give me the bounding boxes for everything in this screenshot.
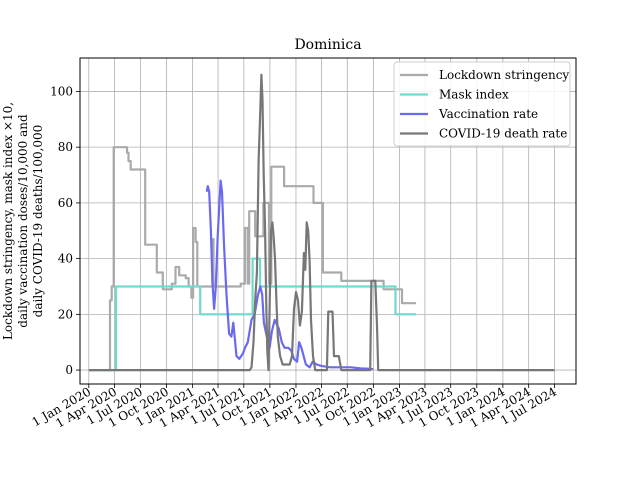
y-tick-label: 40 — [58, 252, 73, 266]
series-layer — [88, 73, 555, 372]
y-tick-label: 60 — [58, 196, 73, 210]
legend: Lockdown stringency Mask index Vaccination… — [393, 61, 571, 147]
legend-label-lockdown-stringency: Lockdown stringency — [439, 68, 569, 82]
legend-label-covid-19-death-rate: COVID-19 death rate — [439, 127, 567, 141]
series-line-covid-19-death-rate — [88, 73, 555, 372]
y-tick-label: 100 — [50, 84, 73, 98]
legend-label-mask-index: Mask index — [439, 88, 509, 102]
y-axis-label: Lockdown stringency, mask index ×10, dai… — [1, 102, 45, 340]
y-tick-label: 20 — [58, 307, 73, 321]
y-axis-label-line-1: Lockdown stringency, mask index ×10, — [1, 102, 15, 340]
y-axis-label-line-3: daily COVID-19 deaths/100,000 — [31, 125, 45, 318]
y-axis-ticks: 0 20 40 60 80 100 — [50, 84, 80, 377]
legend-label-vaccination-rate: Vaccination rate — [438, 107, 538, 121]
legend-box — [393, 61, 571, 147]
series-line-mask-index — [88, 257, 417, 372]
chart-title: Dominica — [294, 37, 361, 53]
y-tick-label: 80 — [58, 140, 73, 154]
series-line-vaccination-rate — [205, 179, 374, 371]
y-tick-label: 0 — [65, 363, 73, 377]
plot-frame — [79, 57, 577, 385]
grid — [80, 58, 576, 384]
y-axis-label-line-2: daily vaccination doses/10,000 and — [16, 114, 30, 328]
